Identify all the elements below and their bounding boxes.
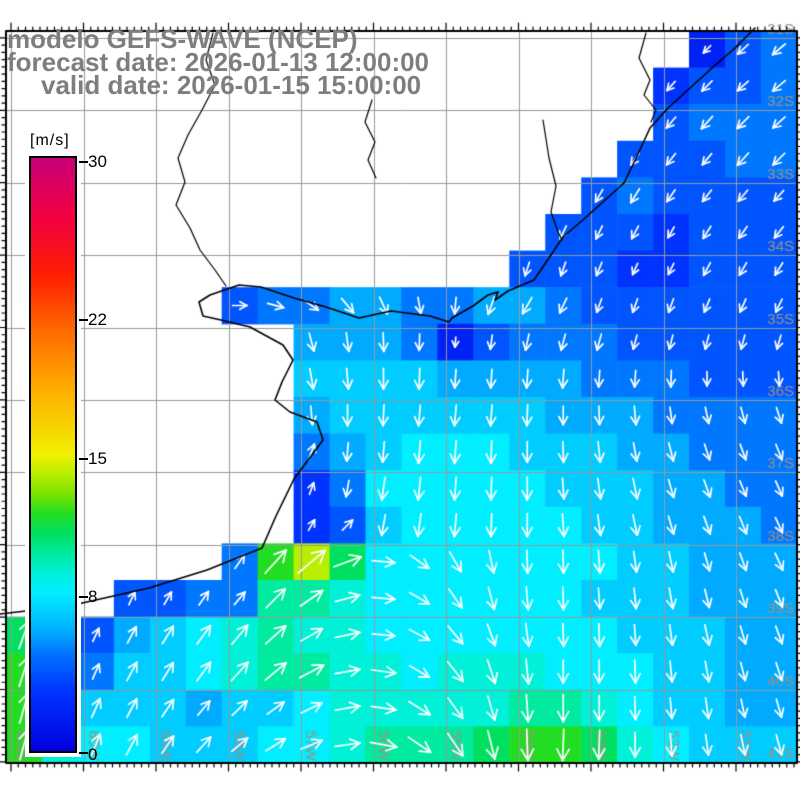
colorbar-tick-mark bbox=[79, 319, 88, 322]
colorbar-unit-label: [m/s] bbox=[30, 132, 70, 149]
colorbar-tick-label: 30 bbox=[88, 152, 107, 171]
colorbar-tick-label: 22 bbox=[88, 310, 107, 330]
colorbar-tick-mark bbox=[79, 752, 88, 754]
colorbar bbox=[25, 152, 81, 757]
colorbar-tick-mark bbox=[79, 161, 88, 163]
colorbar-tick-label: 15 bbox=[88, 448, 107, 468]
colorbar-tick-mark bbox=[79, 457, 88, 460]
colorbar-tick-mark bbox=[79, 595, 88, 598]
colorbar-tick-label: 8 bbox=[88, 586, 98, 606]
colorbar-tick-label: 0 bbox=[88, 745, 98, 764]
colorbar-gradient bbox=[31, 158, 75, 751]
